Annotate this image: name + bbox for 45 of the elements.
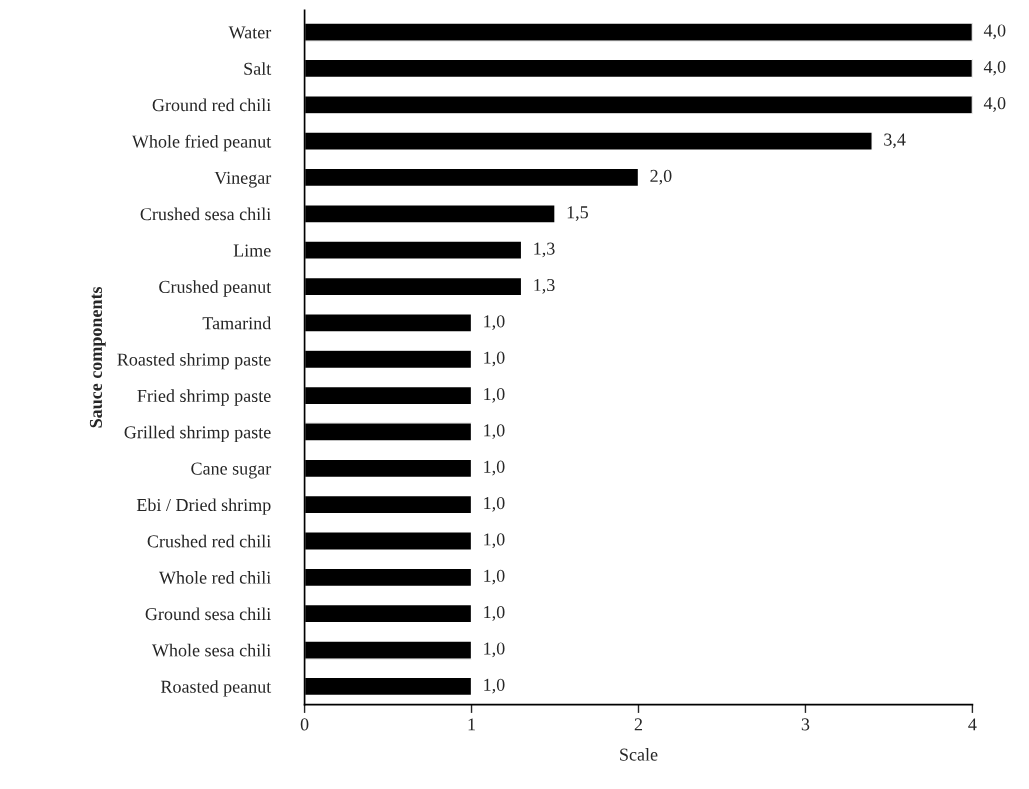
- data-label: 1,0: [484, 533, 505, 549]
- y-tick-label: Grilled shrimp paste: [124, 425, 271, 443]
- y-tick-label: Crushed peanut: [159, 280, 272, 297]
- data-label: 1,0: [484, 387, 505, 403]
- data-label: 3,4: [884, 133, 906, 149]
- data-label: 1,0: [484, 678, 505, 694]
- x-tick-label: 3: [801, 718, 810, 731]
- y-tick-label: Crushed red chili: [147, 534, 271, 548]
- y-tick-label: Lime: [233, 244, 271, 257]
- y-tick-label: Roasted peanut: [160, 680, 272, 697]
- y-tick-label: Ground sesa chili: [145, 607, 271, 621]
- y-tick-label: Whole sesa chili: [151, 643, 271, 657]
- y-tick-label: Fried shrimp paste: [137, 389, 271, 406]
- y-axis-title: Sauce components: [89, 286, 106, 428]
- y-tick-label: Salt: [244, 62, 272, 75]
- y-tick-label: Crushed sesa chili: [140, 207, 271, 221]
- data-label: 1,0: [484, 351, 505, 367]
- data-label: 1,0: [484, 460, 505, 476]
- y-tick-label: Ebi / Dried shrimp: [136, 498, 271, 515]
- x-tick-label: 2: [634, 718, 643, 731]
- data-label: 2,0: [650, 169, 672, 185]
- data-label: 1,3: [534, 278, 555, 294]
- y-tick-label: Whole fried peanut: [131, 134, 272, 152]
- data-label: 1,5: [567, 206, 588, 221]
- data-label: 4,0: [983, 60, 1006, 76]
- data-label: 4,0: [983, 24, 1006, 40]
- data-label: 4,0: [983, 97, 1006, 112]
- data-label: 1,0: [484, 642, 505, 658]
- data-label: 1,0: [484, 315, 505, 330]
- y-tick-label: Vinegar: [214, 171, 272, 188]
- x-tick-label: 0: [300, 718, 309, 731]
- data-label: 1,0: [484, 606, 505, 621]
- y-tick-label: Ground red chili: [152, 98, 271, 112]
- data-label: 1,0: [484, 424, 505, 440]
- y-tick-label: Cane sugar: [191, 462, 272, 479]
- x-tick-label: 4: [968, 718, 977, 731]
- data-label: 1,0: [484, 569, 505, 585]
- y-tick-label: Roasted shrimp paste: [117, 352, 271, 370]
- x-axis-title: Scale: [620, 748, 658, 761]
- y-tick-label: Tamarind: [202, 316, 272, 330]
- data-label: 1,3: [534, 242, 555, 258]
- y-tick-label: Water: [228, 26, 272, 39]
- x-tick-label: 1: [468, 718, 475, 731]
- data-label: 1,0: [484, 496, 505, 512]
- y-tick-label: Whole red chili: [158, 571, 271, 584]
